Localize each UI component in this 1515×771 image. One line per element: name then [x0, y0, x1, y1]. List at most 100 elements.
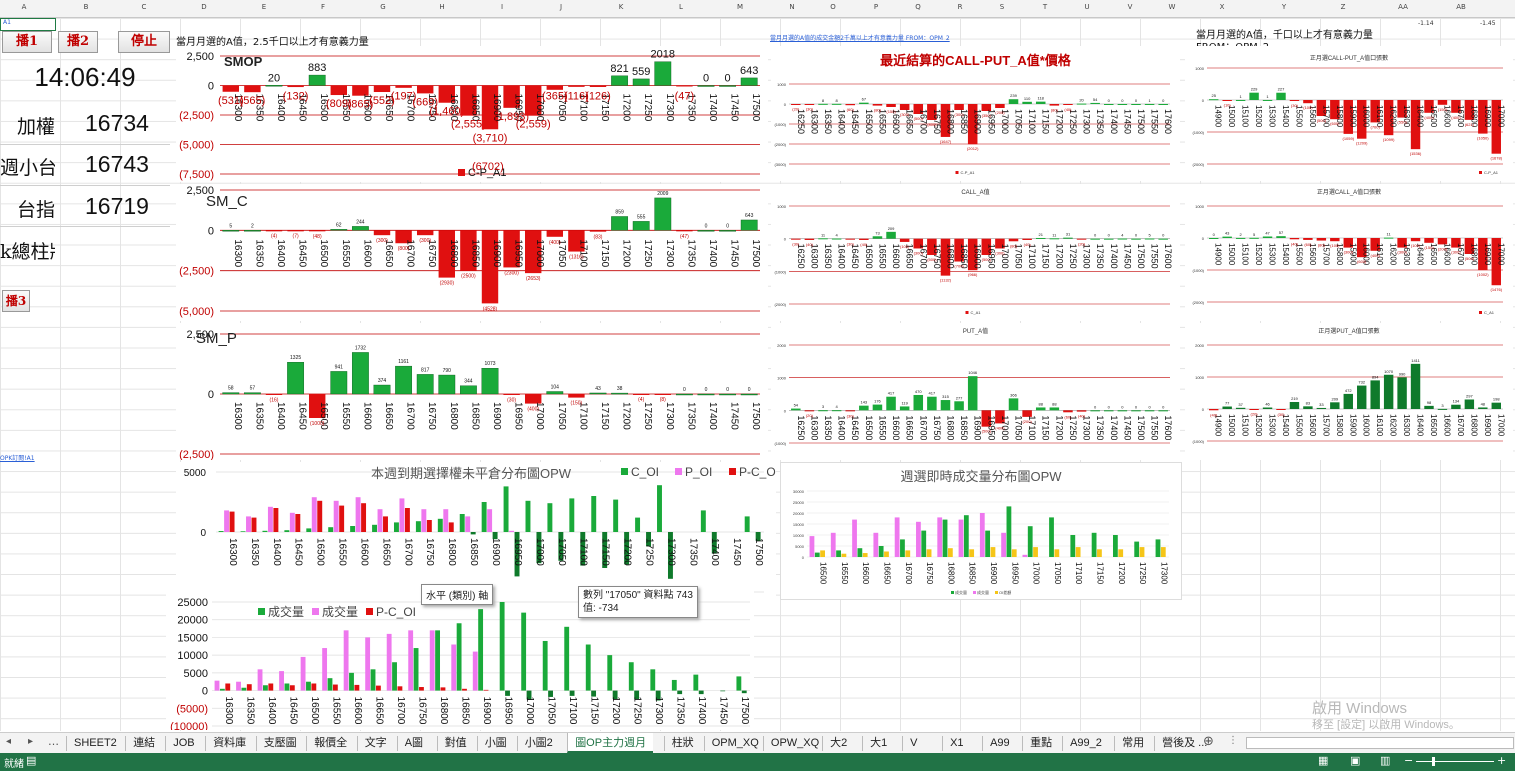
bar[interactable] — [654, 394, 672, 395]
sheet-tab[interactable]: 資料庫 — [205, 736, 253, 751]
chart-sm-p[interactable]: 2,500 0 (2,500) 16300 58 16350 57 16400 (16) 1645… — [176, 323, 768, 460]
bar[interactable] — [589, 392, 607, 395]
bar[interactable] — [1008, 238, 1019, 242]
column-header-S[interactable]: S — [999, 3, 1005, 11]
bar[interactable] — [1090, 238, 1100, 240]
bar[interactable] — [429, 630, 435, 691]
bar[interactable] — [1076, 238, 1087, 240]
bar[interactable] — [940, 238, 951, 276]
bar[interactable] — [632, 221, 650, 231]
bar[interactable] — [1049, 517, 1054, 557]
bar[interactable] — [741, 690, 747, 694]
bar[interactable] — [1289, 401, 1300, 409]
column-header-I[interactable]: I — [500, 3, 504, 11]
bar[interactable] — [1054, 549, 1060, 557]
page-layout-icon[interactable]: ▣ — [1350, 754, 1361, 767]
bar[interactable] — [503, 85, 520, 108]
bar[interactable] — [1022, 410, 1032, 417]
bar[interactable] — [438, 85, 456, 103]
bar[interactable] — [311, 497, 317, 532]
bar[interactable] — [818, 103, 828, 105]
bar[interactable] — [448, 522, 454, 532]
column-header-V[interactable]: V — [1127, 3, 1133, 11]
bar[interactable] — [655, 690, 661, 701]
sheet-tab[interactable]: 圖OP主力週月 — [567, 733, 654, 753]
bar[interactable] — [1451, 238, 1461, 248]
bar[interactable] — [1262, 236, 1273, 238]
bar[interactable] — [913, 104, 924, 114]
bar[interactable] — [697, 230, 715, 232]
bar[interactable] — [913, 238, 924, 249]
bar[interactable] — [635, 517, 641, 532]
macro-icon[interactable]: ▤ — [26, 754, 37, 767]
bar[interactable] — [351, 226, 369, 231]
bar[interactable] — [1249, 237, 1259, 239]
bar[interactable] — [1144, 410, 1155, 412]
bar[interactable] — [872, 104, 883, 106]
zoom-out-icon[interactable]: − — [1404, 754, 1414, 767]
bar[interactable] — [940, 400, 951, 411]
bar[interactable] — [916, 521, 921, 557]
bar[interactable] — [913, 394, 924, 411]
chart-call-contracts[interactable]: 1000 0 (1000) (2000) 14900 0 15000 43 15100 2 1520… — [1185, 184, 1513, 321]
bar[interactable] — [1118, 549, 1124, 557]
bar[interactable] — [373, 384, 391, 395]
column-header-P[interactable]: P — [873, 3, 879, 11]
column-header-Z[interactable]: Z — [1340, 3, 1346, 11]
bar[interactable] — [219, 688, 225, 691]
bar[interactable] — [899, 406, 910, 411]
bar[interactable] — [1357, 238, 1367, 258]
bar[interactable] — [1289, 100, 1300, 101]
bar[interactable] — [521, 612, 527, 691]
bar[interactable] — [1139, 547, 1145, 557]
bar[interactable] — [954, 401, 964, 411]
column-header-G[interactable]: G — [380, 3, 386, 11]
broadcast2-button[interactable]: 播2 — [58, 31, 98, 53]
bar[interactable] — [804, 238, 815, 240]
bar[interactable] — [536, 532, 542, 564]
bar[interactable] — [804, 104, 815, 105]
bar[interactable] — [1155, 539, 1161, 557]
bar[interactable] — [225, 683, 231, 691]
bar[interactable] — [886, 104, 896, 107]
tab-scroll-left-icon[interactable]: ◂ — [6, 736, 12, 747]
bar[interactable] — [241, 687, 247, 691]
bar[interactable] — [1090, 410, 1100, 412]
bar[interactable] — [990, 547, 996, 557]
bar[interactable] — [265, 85, 283, 87]
bar[interactable] — [1070, 535, 1076, 557]
bar[interactable] — [1464, 238, 1475, 254]
bar[interactable] — [1075, 547, 1081, 557]
bar[interactable] — [222, 230, 240, 232]
bar[interactable] — [900, 539, 905, 557]
bar[interactable] — [470, 532, 476, 535]
bar[interactable] — [481, 502, 487, 532]
bar[interactable] — [1424, 405, 1434, 409]
bar[interactable] — [465, 516, 471, 532]
bar[interactable] — [820, 550, 825, 557]
bar[interactable] — [845, 238, 855, 240]
column-header-K[interactable]: K — [618, 3, 624, 11]
bar[interactable] — [548, 690, 553, 697]
bar[interactable] — [460, 85, 477, 116]
bar[interactable] — [438, 374, 456, 395]
bar[interactable] — [981, 410, 992, 427]
column-header-A[interactable]: A — [21, 3, 27, 11]
bar[interactable] — [306, 681, 311, 691]
bar[interactable] — [413, 648, 419, 691]
bar[interactable] — [1063, 237, 1073, 239]
sheet-tab[interactable]: 大2 — [822, 736, 854, 751]
bar[interactable] — [981, 238, 992, 255]
bar[interactable] — [958, 519, 964, 557]
bar[interactable] — [1011, 549, 1017, 557]
bar[interactable] — [1104, 410, 1114, 412]
stop-button[interactable]: 停止 — [118, 31, 170, 53]
bar[interactable] — [1357, 100, 1367, 139]
bar[interactable] — [419, 687, 424, 691]
bar[interactable] — [393, 522, 399, 532]
bar[interactable] — [940, 104, 951, 137]
bar[interactable] — [421, 509, 427, 532]
bar[interactable] — [1222, 406, 1232, 409]
bar[interactable] — [1134, 541, 1140, 557]
column-header-C[interactable]: C — [141, 3, 147, 11]
